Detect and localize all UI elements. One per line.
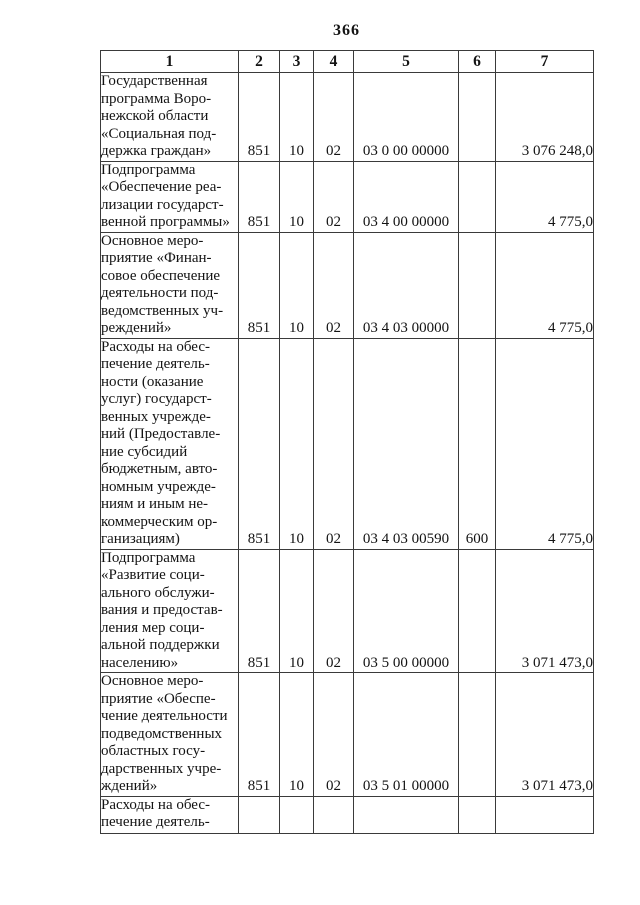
cell-program-name: Расходы на обес- печение деятель- ности … (100, 337, 239, 550)
table-header-row: 1 2 3 4 5 6 7 (100, 50, 594, 73)
column-header-amount: 7 (495, 50, 594, 73)
cell-section-code: 10 (279, 337, 314, 550)
column-header-target-article: 5 (353, 50, 459, 73)
cell-amount (495, 795, 594, 834)
cell-expense-type-code (458, 72, 496, 162)
column-header-expense-type: 6 (458, 50, 496, 73)
cell-target-article-code (353, 795, 459, 834)
cell-program-name: Расходы на обес- печение деятель- (100, 795, 239, 834)
cell-target-article-code: 03 5 01 00000 (353, 672, 459, 797)
cell-grbs-code: 851 (238, 548, 280, 673)
cell-program-name: Основное меро- приятие «Финан- совое обе… (100, 231, 239, 339)
cell-section-code: 10 (279, 72, 314, 162)
cell-amount: 3 071 473,0 (495, 672, 594, 797)
cell-section-code: 10 (279, 160, 314, 233)
table-row: Подпрограмма «Обеспечение реа- лизации г… (100, 160, 594, 233)
cell-amount: 4 775,0 (495, 160, 594, 233)
cell-amount: 4 775,0 (495, 337, 594, 550)
cell-amount: 3 071 473,0 (495, 548, 594, 673)
cell-program-name: Подпрограмма «Обеспечение реа- лизации г… (100, 160, 239, 233)
cell-section-code: 10 (279, 672, 314, 797)
cell-grbs-code: 851 (238, 160, 280, 233)
cell-subsection-code: 02 (313, 160, 354, 233)
column-header-subsection: 4 (313, 50, 354, 73)
cell-section-code: 10 (279, 548, 314, 673)
cell-amount: 4 775,0 (495, 231, 594, 339)
cell-subsection-code: 02 (313, 231, 354, 339)
table-row: Расходы на обес- печение деятель- ности … (100, 337, 594, 550)
cell-target-article-code: 03 4 03 00000 (353, 231, 459, 339)
cell-subsection-code: 02 (313, 672, 354, 797)
cell-expense-type-code (458, 795, 496, 834)
table-row: Основное меро- приятие «Финан- совое обе… (100, 231, 594, 339)
cell-amount: 3 076 248,0 (495, 72, 594, 162)
table-row: Расходы на обес- печение деятель- (100, 795, 594, 834)
cell-section-code (279, 795, 314, 834)
cell-target-article-code: 03 4 03 00590 (353, 337, 459, 550)
cell-expense-type-code (458, 548, 496, 673)
cell-target-article-code: 03 4 00 00000 (353, 160, 459, 233)
cell-expense-type-code (458, 160, 496, 233)
cell-program-name: Основное меро- приятие «Обеспе- чение де… (100, 672, 239, 797)
column-header-section: 3 (279, 50, 314, 73)
table-row: Основное меро- приятие «Обеспе- чение де… (100, 672, 594, 797)
cell-grbs-code: 851 (238, 672, 280, 797)
table-row: Подпрограмма «Развитие соци- ального обс… (100, 548, 594, 673)
cell-expense-type-code (458, 672, 496, 797)
cell-grbs-code: 851 (238, 337, 280, 550)
cell-expense-type-code: 600 (458, 337, 496, 550)
column-header-name: 1 (100, 50, 239, 73)
cell-subsection-code (313, 795, 354, 834)
cell-subsection-code: 02 (313, 72, 354, 162)
cell-grbs-code (238, 795, 280, 834)
cell-grbs-code: 851 (238, 231, 280, 339)
cell-target-article-code: 03 5 00 00000 (353, 548, 459, 673)
cell-program-name: Государственная программа Воро- нежской … (100, 72, 239, 162)
cell-program-name: Подпрограмма «Развитие соци- ального обс… (100, 548, 239, 673)
cell-subsection-code: 02 (313, 548, 354, 673)
cell-subsection-code: 02 (313, 337, 354, 550)
column-header-grbs: 2 (238, 50, 280, 73)
cell-target-article-code: 03 0 00 00000 (353, 72, 459, 162)
cell-grbs-code: 851 (238, 72, 280, 162)
page-number: 366 (333, 22, 360, 39)
cell-expense-type-code (458, 231, 496, 339)
table-row: Государственная программа Воро- нежской … (100, 72, 594, 162)
budget-appropriations-table: 1 2 3 4 5 6 7 Государственная программа … (100, 50, 594, 834)
cell-section-code: 10 (279, 231, 314, 339)
